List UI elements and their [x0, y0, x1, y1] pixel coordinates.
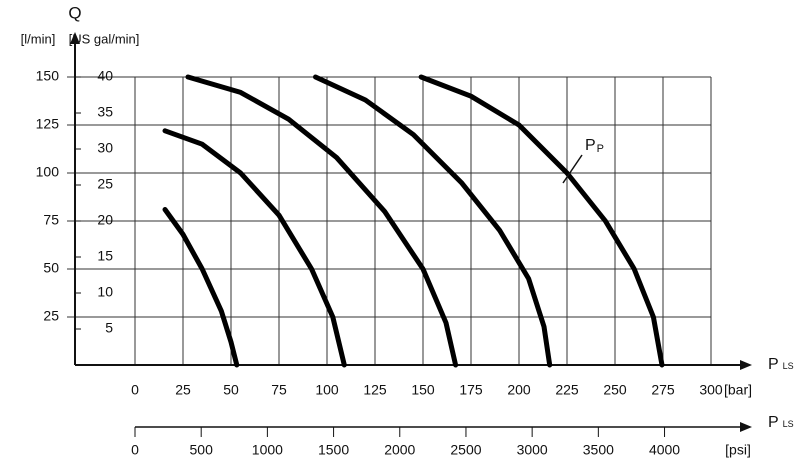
y2-tick-label: 25 — [97, 176, 113, 192]
x2-axis-title-sub: LS — [783, 419, 794, 429]
x-tick-label: 150 — [411, 382, 435, 398]
x2-tick-label: 500 — [190, 442, 214, 458]
x-axis-arrow — [740, 360, 752, 370]
x2-axis-title: P LS — [768, 414, 794, 431]
x2-axis-arrow — [740, 422, 752, 432]
x-tick-label: 200 — [507, 382, 531, 398]
y-tick-label: 150 — [36, 68, 60, 84]
x2-tick-label: 0 — [131, 442, 139, 458]
y-tick-label: 125 — [36, 116, 60, 132]
y2-tick-label: 40 — [97, 68, 113, 84]
curve — [185, 74, 459, 368]
x-tick-label: 125 — [363, 382, 387, 398]
curve — [162, 128, 347, 368]
y-unit: [l/min] — [21, 31, 56, 46]
y2-tick-label: 10 — [97, 284, 113, 300]
annotation-sub: P — [597, 143, 604, 155]
annotation-leader — [562, 154, 583, 184]
x-tick-label: 25 — [175, 382, 191, 398]
x-tick-label: 175 — [459, 382, 483, 398]
y-tick-label: 50 — [43, 260, 59, 276]
x2-tick-label: 3000 — [517, 442, 548, 458]
curve — [162, 207, 240, 368]
x2-tick-label: 4000 — [649, 442, 680, 458]
y2-tick-label: 20 — [97, 212, 113, 228]
x-tick-label: 275 — [651, 382, 675, 398]
annotation: PP — [585, 137, 604, 155]
x2-tick-label: 2000 — [384, 442, 415, 458]
x-tick-label: 100 — [315, 382, 339, 398]
y-axis-title: Q — [68, 3, 81, 22]
y-tick-label: 100 — [36, 164, 60, 180]
y2-tick-label: 30 — [97, 140, 113, 156]
x-tick-label: 75 — [271, 382, 287, 398]
y2-tick-label: 5 — [105, 320, 113, 336]
x2-tick-label: 1000 — [252, 442, 283, 458]
x2-tick-label: 3500 — [583, 442, 614, 458]
x-tick-label: 225 — [555, 382, 579, 398]
x-unit: [bar] — [724, 382, 752, 398]
curve — [418, 74, 665, 368]
y-tick-label: 25 — [43, 308, 59, 324]
x-axis-title-main: P — [768, 356, 779, 373]
y2-tick-label: 15 — [97, 248, 113, 264]
x-tick-label: 0 — [131, 382, 139, 398]
y-tick-label: 75 — [43, 212, 59, 228]
x-tick-label: 300 — [699, 382, 723, 398]
x2-unit: [psi] — [725, 442, 751, 458]
x-tick-label: 250 — [603, 382, 627, 398]
y2-tick-label: 35 — [97, 104, 113, 120]
x2-tick-label: 2500 — [450, 442, 481, 458]
curve — [313, 74, 553, 368]
x-axis-title-sub: LS — [783, 361, 794, 371]
x-tick-label: 50 — [223, 382, 239, 398]
x-axis-title: P LS — [768, 356, 794, 373]
annotation-main: P — [585, 137, 596, 154]
x2-tick-label: 1500 — [318, 442, 349, 458]
y2-unit: [US gal/min] — [69, 31, 140, 46]
y-axis-arrow — [70, 32, 80, 44]
x2-axis-title-main: P — [768, 414, 779, 431]
